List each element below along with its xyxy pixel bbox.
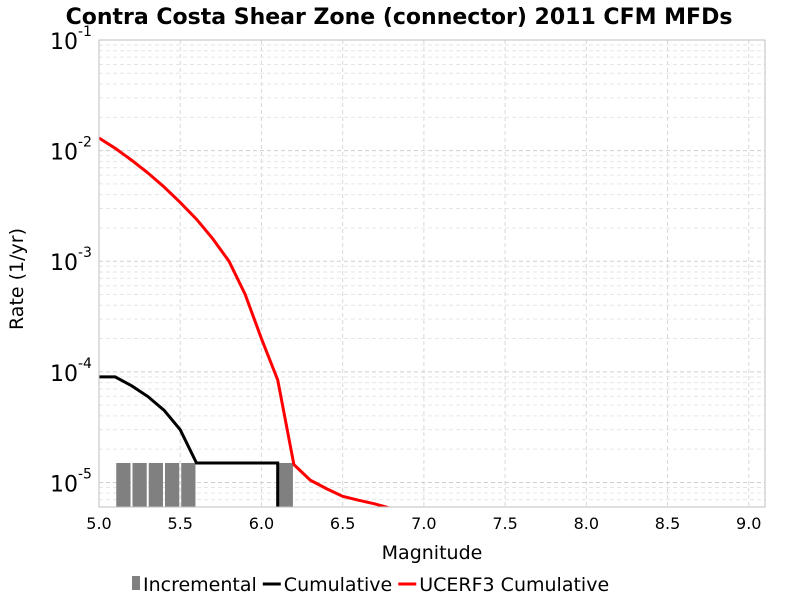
y-tick-label: 10 -2 xyxy=(50,135,92,166)
y-tick-base: 10 xyxy=(50,141,78,166)
plot-border xyxy=(98,39,766,508)
legend-item-cumulative: Cumulative xyxy=(262,574,392,596)
legend-label: UCERF3 Cumulative xyxy=(419,574,609,596)
x-tick-label: 6.5 xyxy=(330,514,355,533)
y-tick-base: 10 xyxy=(50,362,78,387)
incremental-bar xyxy=(116,462,131,507)
y-tick-exponent: -1 xyxy=(78,24,92,40)
y-tick-label: 10 -1 xyxy=(50,24,92,55)
legend-item-incremental: Incremental xyxy=(132,574,257,596)
x-tick-label: 6.0 xyxy=(249,514,274,533)
y-tick-base: 10 xyxy=(50,30,78,55)
x-tick-label: 5.0 xyxy=(86,514,111,533)
y-tick-exponent: -2 xyxy=(78,135,92,151)
legend: Incremental Cumulative UCERF3 Cumulative xyxy=(132,574,609,596)
incremental-bar xyxy=(164,462,180,507)
y-axis-ticks: 10-510-410-310-210-1 xyxy=(50,24,92,497)
y-tick-exponent: -5 xyxy=(78,466,92,482)
x-axis-label: Magnitude xyxy=(382,542,483,564)
x-tick-label: 7.5 xyxy=(492,514,517,533)
plot-area xyxy=(99,40,765,507)
series-line-ucerf3-cumulative xyxy=(99,136,392,507)
x-tick-label: 9.0 xyxy=(736,514,761,533)
x-tick-label: 8.0 xyxy=(574,514,599,533)
grid xyxy=(98,39,765,508)
series-line-cumulative xyxy=(99,375,280,507)
incremental-bar xyxy=(132,462,147,507)
legend-item-ucerf3-cumulative: UCERF3 Cumulative xyxy=(398,574,609,596)
y-tick-base: 10 xyxy=(50,472,78,497)
x-tick-label: 5.5 xyxy=(167,514,192,533)
incremental-bar xyxy=(181,462,196,507)
y-tick-label: 10 -4 xyxy=(50,356,92,387)
y-tick-label: 10 -5 xyxy=(50,466,92,497)
legend-swatch xyxy=(132,576,140,590)
y-axis-label: Rate (1/yr) xyxy=(6,228,28,330)
x-tick-label: 7.0 xyxy=(411,514,436,533)
incremental-bar xyxy=(148,462,163,507)
incremental-bar xyxy=(278,462,293,507)
x-axis-ticks: 5.0 5.5 6.0 6.5 7.0 7.5 8.0 8.5 9.0 xyxy=(86,514,761,533)
incremental-bars xyxy=(116,462,293,507)
legend-label: Cumulative xyxy=(284,574,392,596)
series-lines xyxy=(99,136,392,507)
x-tick-label: 8.5 xyxy=(655,514,680,533)
legend-label: Incremental xyxy=(143,574,257,596)
chart-title: Contra Costa Shear Zone (connector) 2011… xyxy=(66,5,733,30)
y-tick-label: 10 -3 xyxy=(50,245,92,276)
y-tick-base: 10 xyxy=(50,251,78,276)
y-tick-exponent: -3 xyxy=(78,245,92,261)
y-tick-exponent: -4 xyxy=(78,356,92,372)
